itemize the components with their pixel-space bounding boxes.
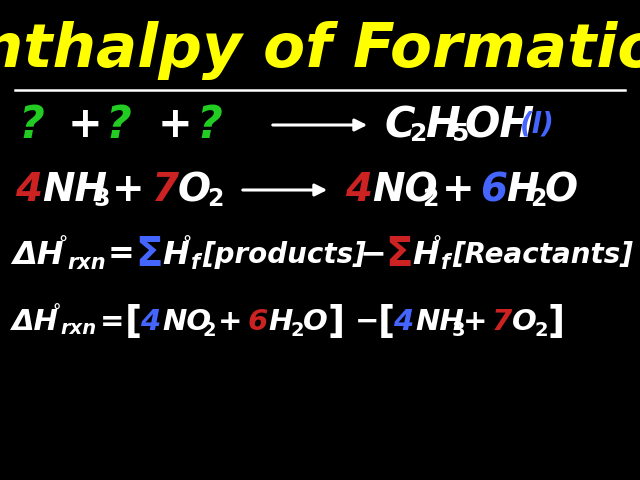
Text: H: H <box>162 240 189 271</box>
Text: =: = <box>100 308 125 336</box>
Text: 6: 6 <box>248 308 268 336</box>
Text: C: C <box>385 104 415 146</box>
Text: +: + <box>463 308 488 336</box>
Text: °: ° <box>182 236 191 254</box>
Text: ]: ] <box>328 304 345 340</box>
Text: +: + <box>442 171 475 209</box>
Text: OH: OH <box>465 104 535 146</box>
Text: [: [ <box>378 304 395 340</box>
Text: H: H <box>268 308 292 336</box>
Text: rxn: rxn <box>67 253 106 273</box>
Text: Σ: Σ <box>385 235 413 275</box>
Text: ΔH: ΔH <box>12 240 63 271</box>
Text: Σ: Σ <box>135 235 163 275</box>
Text: 2: 2 <box>534 321 548 339</box>
Text: O: O <box>178 171 211 209</box>
Text: NO: NO <box>372 171 438 209</box>
Text: Enthalpy of Formation: Enthalpy of Formation <box>0 21 640 80</box>
Text: 2: 2 <box>530 187 547 211</box>
Text: −: − <box>360 240 387 271</box>
Text: 4: 4 <box>393 308 413 336</box>
Text: [Reactants]: [Reactants] <box>452 241 633 269</box>
Text: °: ° <box>58 236 67 254</box>
Text: +: + <box>112 171 145 209</box>
Text: 2: 2 <box>203 321 216 339</box>
Text: H: H <box>425 104 460 146</box>
Text: +: + <box>158 104 193 146</box>
Text: [products]: [products] <box>202 241 365 269</box>
Text: +: + <box>68 104 103 146</box>
Text: H: H <box>506 171 538 209</box>
Text: 6: 6 <box>480 171 507 209</box>
Text: H: H <box>412 240 439 271</box>
Text: −: − <box>355 308 380 336</box>
Text: 2: 2 <box>290 321 303 339</box>
Text: f: f <box>191 253 200 273</box>
Text: NO: NO <box>162 308 211 336</box>
Text: f: f <box>441 253 450 273</box>
Text: O: O <box>545 171 578 209</box>
Text: ?: ? <box>105 104 131 146</box>
Text: 4: 4 <box>140 308 160 336</box>
Text: rxn: rxn <box>60 320 96 338</box>
Text: 5: 5 <box>451 122 468 146</box>
Text: 7: 7 <box>152 171 179 209</box>
Text: °: ° <box>52 304 60 322</box>
Text: 4: 4 <box>15 171 42 209</box>
Text: ?: ? <box>18 104 44 146</box>
Text: O: O <box>303 308 328 336</box>
Text: 2: 2 <box>422 187 438 211</box>
Text: ?: ? <box>196 104 222 146</box>
Text: ΔH: ΔH <box>12 308 59 336</box>
Text: NH: NH <box>415 308 464 336</box>
Text: 4: 4 <box>345 171 372 209</box>
Text: (l): (l) <box>520 111 555 139</box>
Text: ]: ] <box>548 304 565 340</box>
Text: °: ° <box>432 236 441 254</box>
Text: NH: NH <box>42 171 107 209</box>
Text: 7: 7 <box>492 308 512 336</box>
Text: 3: 3 <box>452 321 465 339</box>
Text: +: + <box>218 308 243 336</box>
Text: O: O <box>512 308 537 336</box>
Text: =: = <box>108 240 135 271</box>
Text: 2: 2 <box>207 187 223 211</box>
Text: 3: 3 <box>93 187 109 211</box>
Text: 2: 2 <box>410 122 428 146</box>
Text: [: [ <box>125 304 142 340</box>
